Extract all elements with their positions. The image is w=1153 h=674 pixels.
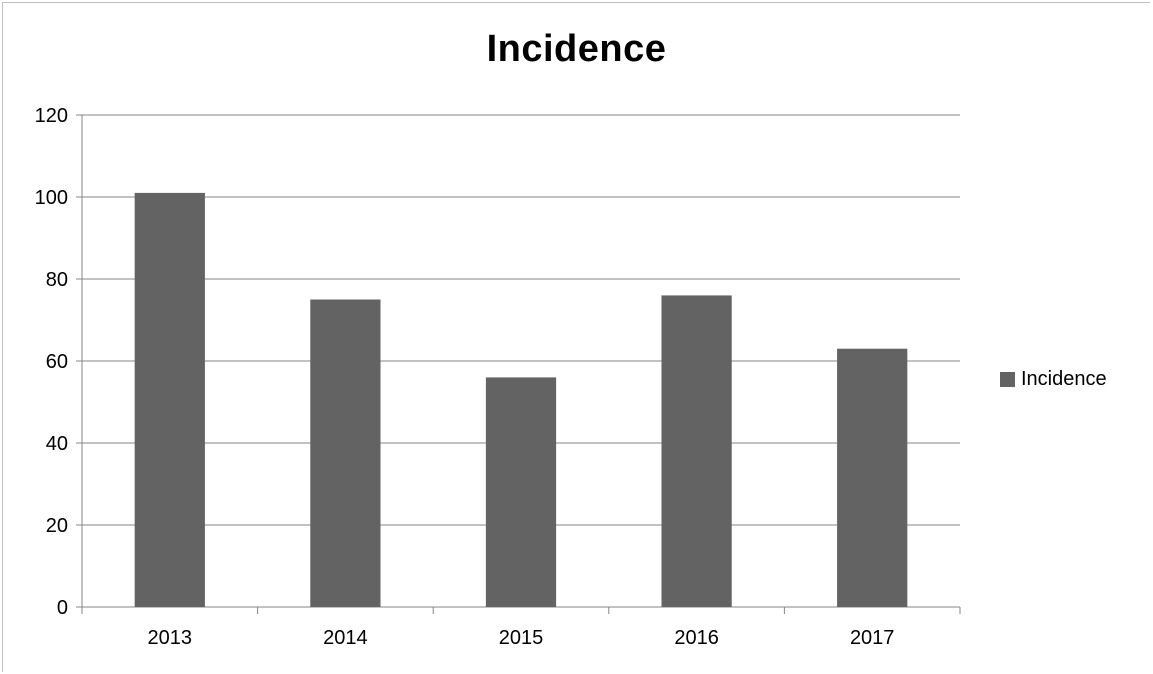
bar-2017 (837, 348, 908, 607)
legend: Incidence (1000, 368, 1107, 391)
y-tick-label: 60 (46, 351, 68, 373)
chart-title: Incidence (486, 28, 667, 70)
legend-swatch (1000, 372, 1015, 387)
x-tick-label: 2015 (499, 627, 544, 649)
y-tick-label: 40 (46, 433, 68, 455)
y-tick-label: 0 (57, 597, 68, 619)
x-tick-label: 2014 (323, 627, 368, 649)
x-tick-label: 2017 (850, 627, 895, 649)
y-tick-label: 80 (46, 269, 68, 291)
bar-2013 (134, 192, 205, 607)
legend-label: Incidence (1021, 368, 1107, 390)
y-tick-label: 120 (35, 105, 68, 127)
x-tick-label: 2013 (148, 627, 193, 649)
x-tick-label: 2016 (674, 627, 719, 649)
bar-2015 (485, 377, 557, 607)
bar-2016 (661, 295, 732, 607)
bar-2014 (310, 299, 381, 607)
y-tick-label: 100 (35, 187, 68, 209)
y-tick-label: 20 (46, 515, 68, 537)
